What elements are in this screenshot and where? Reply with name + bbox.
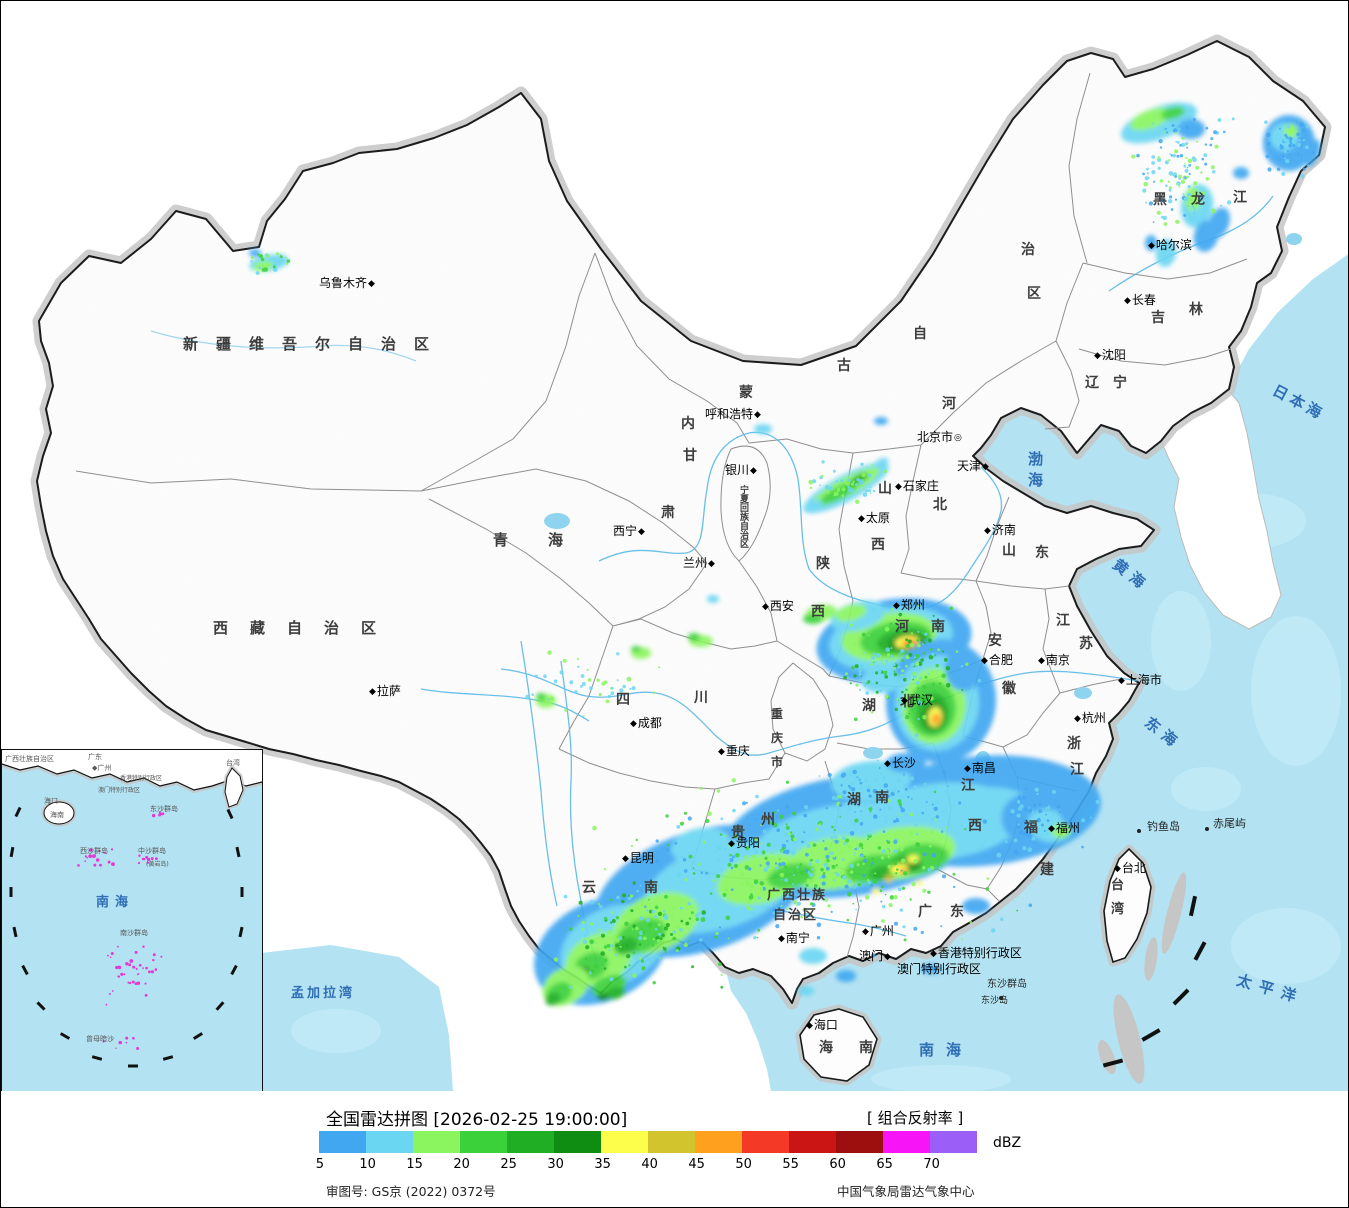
map-canvas: 新疆维吾尔自治区 西藏自治区 青海甘肃内蒙古自治区黑龙江吉林辽宁河北山西陕西山东河南… (1, 1, 1348, 1093)
dbz-tick: 15 (406, 1157, 423, 1172)
product-label: [ 组合反射率 ] (867, 1109, 964, 1127)
radar-echo-layer (249, 102, 1321, 1006)
dbz-color-cell (742, 1131, 789, 1153)
dbz-color-cell (648, 1131, 695, 1153)
dbz-tick: 60 (829, 1157, 846, 1172)
dbz-tick: 5 (315, 1157, 324, 1172)
taiwan-island (1103, 847, 1152, 964)
dbz-tick: 35 (594, 1157, 611, 1172)
dbz-color-cell (460, 1131, 507, 1153)
dbz-color-cell (930, 1131, 977, 1153)
radar-speckle-layer (250, 117, 1315, 989)
dbz-tick: 20 (453, 1157, 470, 1172)
dbz-color-cell (507, 1131, 554, 1153)
dbz-color-cell (554, 1131, 601, 1153)
dbz-colorbar (319, 1131, 977, 1153)
dbz-tick: 10 (359, 1157, 376, 1172)
inset-coast-land (2, 750, 262, 790)
dbz-tick: 45 (688, 1157, 705, 1172)
legend-panel: 全国雷达拼图 [2026-02-25 19:00:00] [ 组合反射率 ] 5… (1, 1091, 1348, 1207)
dbz-color-cell (366, 1131, 413, 1153)
dbz-color-cell (836, 1131, 883, 1153)
dbz-tick: 25 (500, 1157, 517, 1172)
sea-wave-pattern (291, 493, 1341, 1091)
china-radar-map (30, 34, 1348, 1091)
inset-hainan (43, 801, 75, 825)
dbz-tick: 55 (782, 1157, 799, 1172)
dbz-color-cell (601, 1131, 648, 1153)
dbz-color-cell (695, 1131, 742, 1153)
neighbor-shadows (1097, 872, 1187, 1084)
dbz-tick: 40 (641, 1157, 658, 1172)
dbz-tick: 65 (876, 1157, 893, 1172)
dbz-tick: 30 (547, 1157, 564, 1172)
map-approval-number: 审图号: GS京 (2022) 0372号 (326, 1184, 496, 1199)
dbz-color-cell (319, 1131, 366, 1153)
dbz-color-cell (413, 1131, 460, 1153)
credit-label: 中国气象局雷达气象中心 (837, 1184, 975, 1199)
dbz-tick: 50 (735, 1157, 752, 1172)
dbz-tick: 70 (923, 1157, 940, 1172)
inset-nine-dash-line (9, 806, 244, 1068)
inset-taiwan (224, 767, 244, 808)
hainan-island (799, 1008, 878, 1082)
south-china-sea-inset: 广西壮族自治区 广东 ◆广州 香港特别行政区 澳门特别行政区 台湾 海口 海南 东沙群岛 西沙群岛… (1, 749, 263, 1093)
dbz-unit-label: dBZ (993, 1135, 1022, 1151)
inset-map (1, 750, 263, 1092)
dbz-color-cell (789, 1131, 836, 1153)
nine-dash-line (1102, 895, 1207, 1068)
dbz-ticks: 5 10 15 20 25 30 35 40 45 50 55 60 65 70 (1, 1157, 1348, 1173)
inset-island-clusters (77, 811, 165, 1050)
map-title: 全国雷达拼图 [2026-02-25 19:00:00] (326, 1110, 628, 1130)
dbz-color-cell (883, 1131, 930, 1153)
